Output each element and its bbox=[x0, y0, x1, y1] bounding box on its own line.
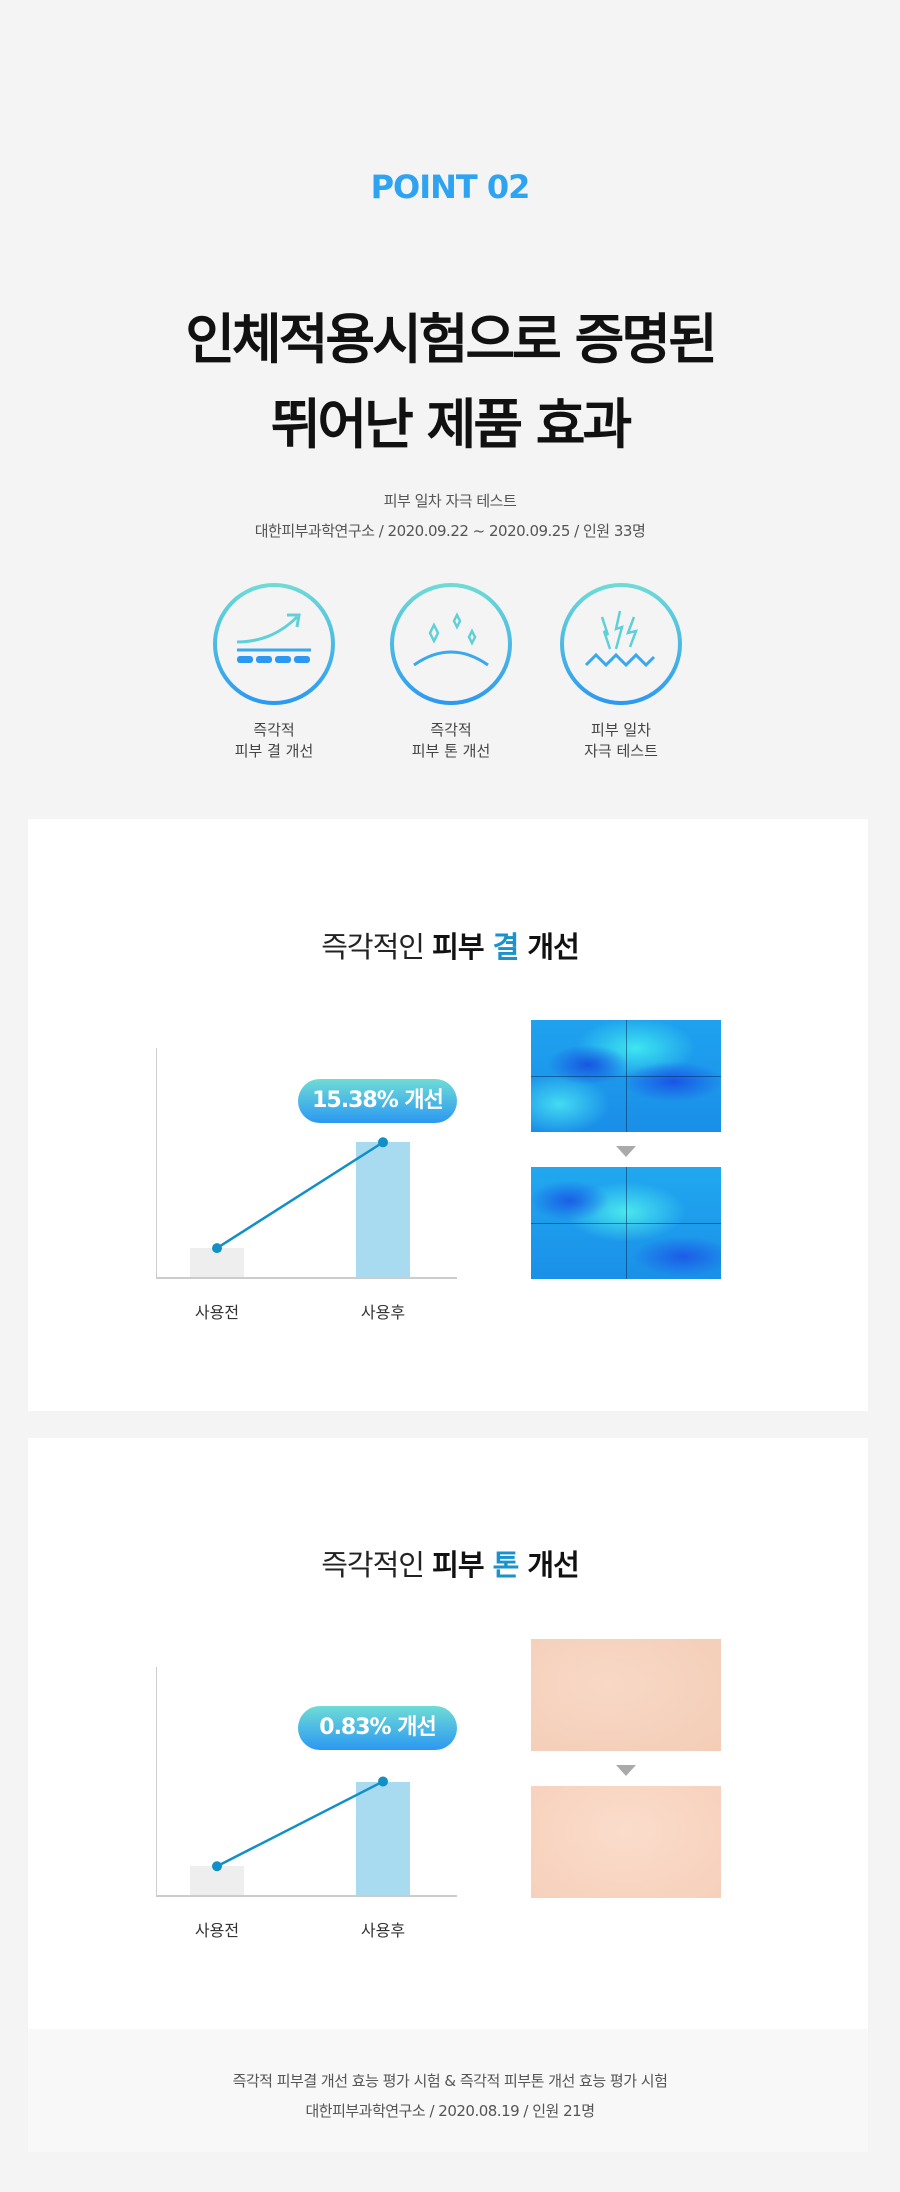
before-tone-image bbox=[531, 1639, 721, 1751]
trend-line bbox=[212, 1776, 388, 1872]
trend-line bbox=[212, 1137, 388, 1254]
point-label: POINT 02 bbox=[370, 168, 531, 206]
footer-test-details: 대한피부과학연구소 / 2020.08.19 / 인원 21명 bbox=[305, 2102, 595, 2120]
before-texture-image bbox=[531, 1020, 721, 1132]
y-axis bbox=[156, 1667, 157, 1896]
bar-after bbox=[356, 1142, 410, 1278]
data-point bbox=[212, 1861, 222, 1872]
x-axis bbox=[156, 1277, 457, 1279]
footer-test-names: 즉각적 피부결 개선 효능 평가 시험 & 즉각적 피부톤 개선 효능 평가 시… bbox=[232, 2072, 668, 2090]
x-label-after: 사용후 bbox=[360, 1921, 406, 1940]
test-name: 피부 일차 자극 테스트 bbox=[383, 492, 517, 510]
data-point bbox=[378, 1137, 388, 1148]
data-point bbox=[212, 1243, 222, 1254]
tone-card-title: 즉각적인 피부 톤 개선 bbox=[321, 1548, 580, 1582]
texture-card-title: 즉각적인 피부 결 개선 bbox=[321, 930, 580, 964]
arrow-down-icon bbox=[616, 1765, 636, 1776]
test-details: 대한피부과학연구소 / 2020.09.22 ~ 2020.09.25 / 인원… bbox=[254, 522, 646, 540]
lightning-irritation-icon bbox=[560, 583, 682, 705]
footer-band bbox=[28, 2029, 868, 2152]
after-texture-image bbox=[531, 1167, 721, 1279]
x-label-after: 사용후 bbox=[360, 1303, 406, 1322]
feature-label-irritation: 피부 일차 자극 테스트 bbox=[584, 721, 658, 760]
arrow-down-icon bbox=[616, 1146, 636, 1157]
improvement-badge: 0.83% 개선 bbox=[298, 1705, 457, 1750]
trend-segment bbox=[216, 1141, 384, 1250]
bar-after bbox=[356, 1781, 410, 1896]
headline-line1: 인체적용시험으로 증명된 bbox=[185, 308, 717, 371]
data-point bbox=[378, 1776, 388, 1787]
skin-texture-arrow-icon bbox=[213, 583, 335, 705]
after-tone-image bbox=[531, 1786, 721, 1898]
x-label-before: 사용전 bbox=[194, 1921, 240, 1940]
headline-line2: 뛰어난 제품 효과 bbox=[270, 393, 632, 456]
x-axis bbox=[156, 1895, 457, 1897]
sparkle-skin-icon bbox=[390, 583, 512, 705]
feature-label-tone: 즉각적 피부 톤 개선 bbox=[411, 721, 491, 760]
trend-segment bbox=[216, 1780, 384, 1868]
improvement-badge: 15.38% 개선 bbox=[298, 1079, 457, 1124]
feature-label-texture: 즉각적 피부 결 개선 bbox=[234, 721, 314, 760]
y-axis bbox=[156, 1048, 157, 1278]
x-label-before: 사용전 bbox=[194, 1303, 240, 1322]
